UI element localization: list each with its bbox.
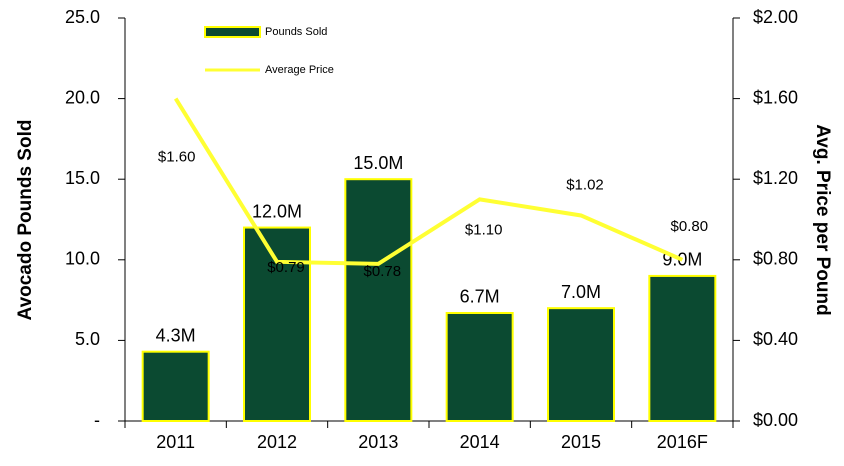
y-tick-label: 25.0: [65, 7, 100, 27]
y2-tick-label: $0.80: [753, 249, 798, 269]
bar-value-label: 15.0M: [353, 153, 403, 173]
price-value-label: $1.60: [158, 149, 196, 166]
y2-tick-label: $0.40: [753, 329, 798, 349]
bar: [547, 307, 615, 422]
y-tick-label: 5.0: [75, 329, 100, 349]
y-tick-label: 15.0: [65, 168, 100, 188]
y-tick-label: -: [94, 410, 100, 430]
price-value-label: $1.10: [465, 221, 503, 238]
y2-tick-label: $1.60: [753, 87, 798, 107]
bar: [648, 274, 717, 423]
price-line: [173, 97, 684, 266]
bar: [445, 311, 514, 422]
x-tick-label: 2013: [358, 432, 398, 452]
y-tick-label: 20.0: [65, 87, 100, 107]
x-tick-label: 2012: [257, 432, 297, 452]
y2-tick-label: $2.00: [753, 7, 798, 27]
bar: [141, 350, 210, 422]
y2-tick-label: $0.00: [753, 410, 798, 430]
bar-value-label: 4.3M: [156, 325, 196, 345]
price-value-label: $0.79: [267, 259, 305, 276]
y-tick-label: 10.0: [65, 249, 100, 269]
price-value-label: $0.78: [364, 263, 402, 280]
y-axis-title: Avocado Pounds Sold: [15, 120, 36, 321]
x-tick-label: 2014: [460, 432, 500, 452]
bar: [344, 178, 413, 422]
x-tick-label: 2016F: [657, 432, 708, 452]
bar-value-label: 6.7M: [460, 287, 500, 307]
legend-label: Pounds Sold: [265, 26, 327, 38]
bar-value-label: 12.0M: [252, 201, 302, 221]
x-tick-label: 2015: [561, 432, 601, 452]
legend-label: Average Price: [265, 64, 334, 76]
bar: [243, 226, 311, 422]
price-value-label: $0.80: [671, 218, 709, 235]
y2-tick-label: $1.20: [753, 168, 798, 188]
legend-swatch: [204, 26, 261, 38]
price-value-label: $1.02: [566, 176, 604, 193]
x-tick-label: 2011: [156, 432, 195, 452]
bar-value-label: 7.0M: [561, 282, 601, 302]
y2-axis-title: Avg. Price per Pound: [812, 124, 833, 315]
